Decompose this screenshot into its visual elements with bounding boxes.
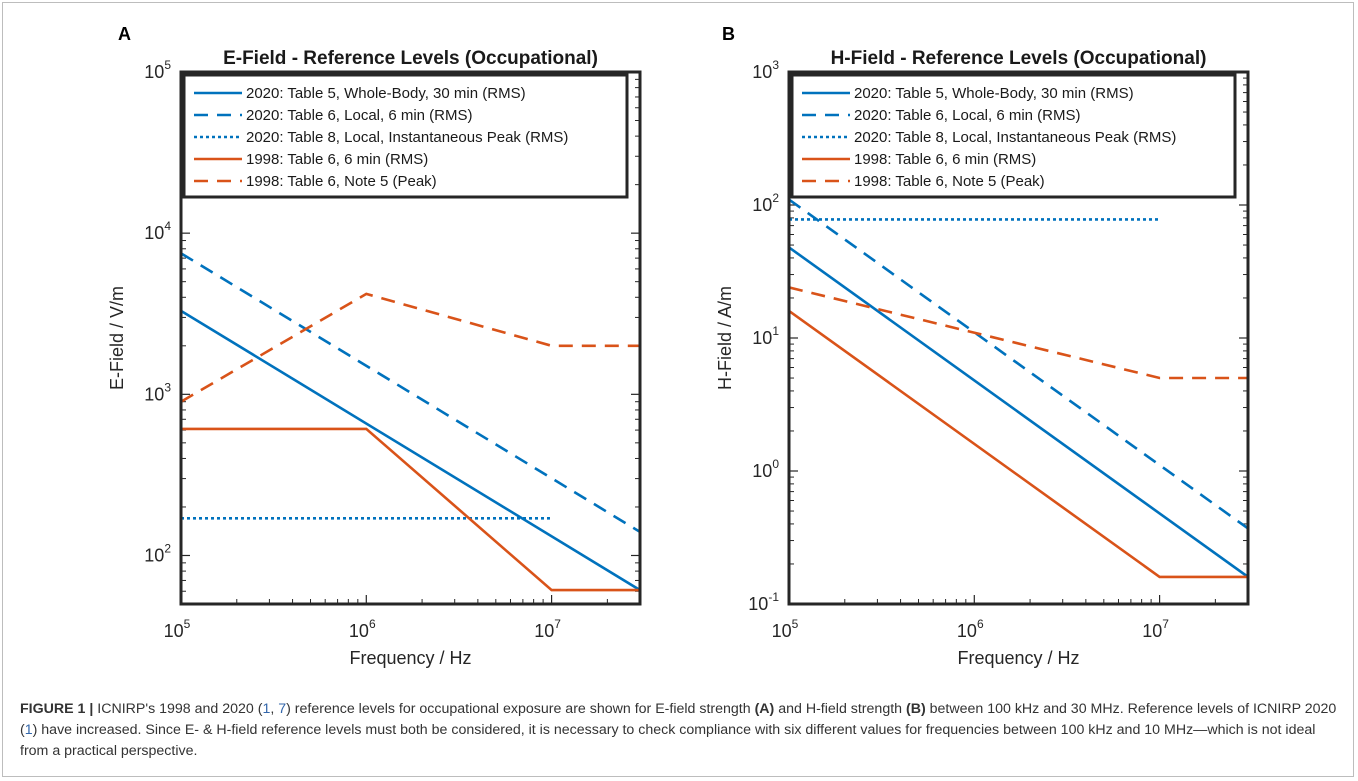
chart-title: E-Field - Reference Levels (Occupational…	[223, 48, 598, 69]
axes-box	[179, 70, 642, 606]
legend-entry-4: 1998: Table 6, 6 min (RMS)	[854, 151, 1036, 168]
caption-reference-link[interactable]: 1	[24, 722, 33, 738]
y-tick-label: 100	[752, 457, 779, 481]
x-axis-label: Frequency / Hz	[957, 648, 1079, 668]
y-axis-label: H-Field / A/m	[715, 286, 735, 390]
caption-text: ) have increased. Since E- & H-field ref…	[20, 722, 1316, 759]
caption-text: and H-field strength	[774, 701, 906, 717]
x-tick-label: 105	[772, 617, 799, 641]
axes-box	[787, 70, 1250, 606]
series-line-5	[181, 292, 640, 403]
y-tick-label: 103	[144, 380, 171, 404]
chart-panel-b: B H-Field - Reference Levels (Occupationa…	[715, 24, 1250, 668]
series-line-2	[789, 198, 1248, 530]
caption-text: ) reference levels for occupational expo…	[286, 701, 755, 717]
legend: 2020: Table 5, Whole-Body, 30 min (RMS) 2…	[790, 73, 1237, 199]
x-tick-label: 106	[957, 617, 984, 641]
legend-entry-3: 2020: Table 8, Local, Instantaneous Peak…	[246, 129, 568, 146]
legend-entry-1: 2020: Table 5, Whole-Body, 30 min (RMS)	[854, 85, 1134, 102]
legend-entry-2: 2020: Table 6, Local, 6 min (RMS)	[854, 107, 1081, 124]
series-group	[181, 252, 640, 592]
series-line-5	[789, 286, 1248, 380]
y-tick-label: 101	[752, 324, 779, 348]
caption-label: FIGURE 1 |	[20, 701, 94, 717]
x-tick-label: 106	[349, 617, 376, 641]
y-tick-label: 102	[752, 191, 779, 215]
legend-entry-5: 1998: Table 6, Note 5 (Peak)	[246, 173, 437, 190]
legend-box	[182, 73, 629, 199]
series-line-1	[181, 309, 640, 592]
y-tick-label: 105	[144, 58, 171, 82]
series-line-4	[789, 309, 1248, 579]
legend-entry-1: 2020: Table 5, Whole-Body, 30 min (RMS)	[246, 85, 526, 102]
figure-caption: FIGURE 1 | ICNIRP's 1998 and 2020 (1, 7)…	[20, 699, 1338, 762]
figure-canvas: A E-Field - Reference Levels (Occupationa…	[107, 24, 1250, 668]
panel-letter: A	[118, 24, 131, 44]
x-tick-label: 105	[164, 617, 191, 641]
legend-entry-2: 2020: Table 6, Local, 6 min (RMS)	[246, 107, 473, 124]
legend-entry-4: 1998: Table 6, 6 min (RMS)	[246, 151, 428, 168]
caption-text: between 100 kHz and 30 MHz. Reference le…	[20, 701, 1337, 738]
legend: 2020: Table 5, Whole-Body, 30 min (RMS) 2…	[182, 73, 629, 199]
legend-box	[790, 73, 1237, 199]
caption-text: (A)	[754, 701, 775, 717]
x-tick-label: 107	[1142, 617, 1169, 641]
y-tick-label: 10-1	[748, 590, 779, 614]
series-line-4	[181, 427, 640, 592]
legend-entry-3: 2020: Table 8, Local, Instantaneous Peak…	[854, 129, 1176, 146]
legend-entry-5: 1998: Table 6, Note 5 (Peak)	[854, 173, 1045, 190]
panel-letter: B	[722, 24, 735, 44]
y-tick-label: 102	[144, 541, 171, 565]
y-axis-label: E-Field / V/m	[107, 286, 127, 390]
caption-reference-link[interactable]: 1	[262, 701, 271, 717]
series-group	[789, 198, 1248, 579]
y-tick-label: 104	[144, 219, 171, 243]
x-axis-label: Frequency / Hz	[349, 648, 471, 668]
caption-text: (B)	[905, 701, 926, 717]
y-tick-label: 103	[752, 58, 779, 82]
caption-text: ICNIRP's 1998 and 2020 (	[93, 701, 263, 717]
series-line-1	[789, 246, 1248, 578]
chart-panel-a: A E-Field - Reference Levels (Occupationa…	[107, 24, 642, 668]
series-line-2	[181, 252, 640, 534]
x-tick-label: 107	[534, 617, 561, 641]
caption-reference-link[interactable]: 7	[278, 701, 287, 717]
caption-text: ,	[270, 701, 279, 717]
chart-title: H-Field - Reference Levels (Occupational…	[831, 48, 1207, 69]
